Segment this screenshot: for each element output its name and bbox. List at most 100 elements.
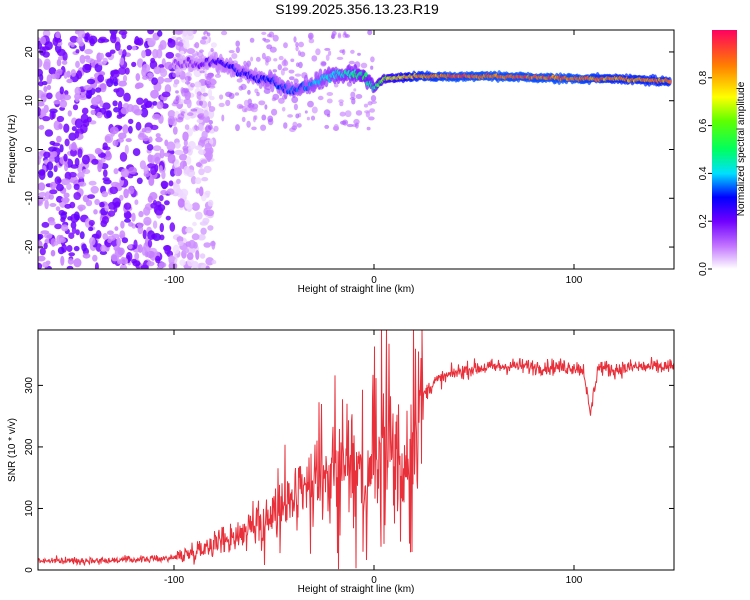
- noise-blob: [292, 121, 298, 128]
- noise-blob: [158, 165, 163, 173]
- noise-blob: [328, 50, 332, 56]
- noise-blob: [112, 139, 119, 147]
- noise-blob: [333, 124, 339, 131]
- noise-blob: [235, 46, 240, 54]
- noise-blob: [173, 167, 183, 177]
- noise-blob: [282, 67, 289, 71]
- noise-blob: [57, 246, 65, 255]
- noise-blob: [164, 84, 172, 94]
- noise-blob: [82, 253, 91, 259]
- noise-blob: [199, 221, 209, 226]
- noise-blob: [46, 84, 52, 91]
- noise-blob: [311, 106, 318, 114]
- noise-blob: [281, 107, 286, 112]
- noise-blob: [337, 34, 342, 39]
- noise-blob: [124, 67, 130, 75]
- noise-blob: [264, 104, 268, 110]
- noise-blob: [73, 258, 82, 268]
- noise-blob: [112, 197, 121, 207]
- noise-blob: [43, 86, 48, 93]
- noise-blob: [255, 56, 261, 62]
- noise-blob: [89, 236, 96, 246]
- noise-blob: [144, 220, 151, 226]
- noise-blob: [256, 91, 260, 97]
- noise-blob: [298, 41, 304, 48]
- noise-blob: [124, 218, 131, 223]
- noise-blob: [205, 265, 210, 269]
- noise-blob: [123, 92, 131, 102]
- noise-blob: [150, 165, 157, 176]
- noise-blob: [210, 48, 214, 52]
- noise-blob: [124, 212, 132, 219]
- noise-blob: [140, 104, 148, 109]
- spectrogram-y-tick-label: 0: [24, 146, 35, 152]
- noise-blob: [55, 206, 61, 212]
- noise-blob: [283, 122, 288, 129]
- noise-blob: [137, 244, 143, 253]
- noise-blob: [204, 150, 213, 161]
- noise-blob: [38, 101, 45, 107]
- noise-blob: [182, 247, 190, 254]
- noise-blob: [127, 185, 135, 195]
- noise-blob: [55, 183, 64, 192]
- noise-blob: [194, 124, 198, 131]
- noise-blob: [126, 251, 133, 262]
- noise-blob: [136, 97, 144, 105]
- noise-blob: [101, 191, 109, 198]
- noise-blob: [353, 88, 357, 92]
- noise-blob: [235, 124, 240, 132]
- noise-blob: [77, 171, 85, 179]
- noise-blob: [273, 58, 278, 62]
- noise-blob: [136, 222, 144, 227]
- noise-blob: [177, 240, 184, 246]
- noise-blob: [304, 110, 308, 114]
- snr-border: [37, 329, 675, 571]
- noise-blob: [190, 108, 198, 112]
- noise-blob: [157, 30, 163, 37]
- noise-blob: [195, 211, 203, 220]
- noise-blob: [56, 58, 62, 67]
- snr-panel: -100 0 100 0 100 200 300 Height of straight l…: [7, 329, 675, 595]
- noise-blob: [142, 135, 149, 142]
- noise-blob: [64, 162, 69, 172]
- noise-blob: [146, 144, 154, 151]
- noise-blob: [78, 94, 88, 101]
- noise-blob: [56, 135, 62, 143]
- noise-blob: [205, 257, 215, 266]
- noise-blob: [154, 206, 164, 216]
- noise-blob: [51, 151, 58, 158]
- noise-blob: [119, 152, 128, 162]
- noise-blob: [173, 158, 180, 169]
- noise-blob: [142, 229, 147, 240]
- noise-blob: [203, 109, 209, 118]
- noise-blob: [195, 187, 200, 194]
- noise-blob: [234, 92, 240, 96]
- noise-blob: [48, 157, 55, 163]
- noise-blob: [326, 98, 333, 104]
- noise-blob: [174, 142, 181, 149]
- noise-blob: [196, 91, 202, 96]
- colorbar-tick-label: 0.0: [698, 262, 709, 276]
- noise-blob: [134, 199, 139, 205]
- spectrogram-y-label: Frequency (Hz): [7, 115, 18, 184]
- noise-blob: [53, 241, 59, 246]
- noise-blob: [186, 252, 194, 260]
- noise-blob: [146, 261, 155, 267]
- noise-blob: [291, 96, 299, 104]
- noise-blob: [207, 88, 213, 99]
- noise-blob: [40, 230, 50, 235]
- noise-blob: [76, 70, 83, 80]
- noise-blob: [158, 195, 164, 202]
- noise-blob: [38, 124, 45, 130]
- noise-blob: [204, 142, 213, 151]
- noise-blob: [150, 57, 156, 64]
- noise-blob: [331, 30, 337, 36]
- noise-blob: [66, 78, 73, 84]
- noise-blob: [343, 31, 347, 36]
- noise-blob: [155, 255, 161, 264]
- noise-blob: [44, 232, 53, 239]
- noise-blob: [253, 115, 256, 123]
- noise-blob: [260, 124, 267, 131]
- noise-blob: [241, 105, 247, 113]
- noise-blob: [70, 69, 77, 77]
